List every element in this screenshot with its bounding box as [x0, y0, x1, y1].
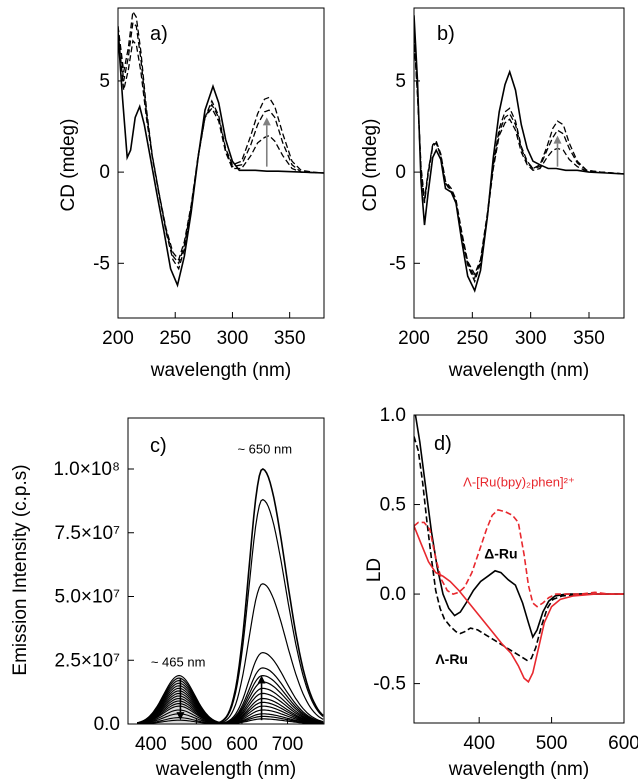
- panel-a-series-layer: [118, 9, 324, 288]
- x-tick-label: 200: [398, 328, 430, 349]
- y-tick-label: 0: [395, 162, 406, 183]
- emission-blue-line-14: [137, 713, 251, 724]
- ld-line-2: [414, 525, 624, 684]
- y-tick-label: 7.5×10⁷: [54, 523, 120, 544]
- cd-dashed-line-2: [414, 35, 624, 280]
- y-tick-label: 5: [395, 71, 406, 92]
- x-tick-label: 200: [102, 328, 134, 349]
- x-tick-label: 400: [463, 733, 495, 754]
- panel-d-xlabel: wavelength (nm): [448, 759, 589, 780]
- y-tick-label: 5.0×10⁷: [54, 587, 120, 608]
- x-tick-label: 600: [226, 734, 258, 755]
- ld-line-0: [414, 415, 624, 639]
- ld-annotation-2: Λ-Ru: [435, 651, 468, 667]
- x-tick-label: 400: [135, 734, 167, 755]
- emission-red-line-4: [215, 667, 324, 724]
- panel-c-xlabel: wavelength (nm): [155, 759, 296, 780]
- y-tick-label: 0.5: [380, 495, 406, 516]
- panel-c-annotation-layer: ~ 650 nm ~ 465 nm: [151, 442, 292, 670]
- panel-d-frame: [413, 414, 625, 724]
- emission-arrow-head-0: [176, 712, 185, 721]
- peak-annotation-0: ~ 650 nm: [237, 442, 292, 457]
- emission-arrow-head-1: [257, 675, 266, 684]
- panel-a-xlabel: wavelength (nm): [150, 360, 291, 381]
- cd-dashed-line-3: [414, 37, 624, 284]
- x-tick-label: 500: [181, 734, 213, 755]
- panel-c-frame: [127, 417, 325, 725]
- panel-a-ylabel: CD (mdeg): [58, 119, 79, 212]
- cd-dashed-line-1: [414, 35, 624, 276]
- panel-d-ylabel: LD: [364, 558, 385, 582]
- y-tick-label: 1.0×10⁸: [53, 459, 120, 480]
- emission-red-line-1: [215, 498, 324, 724]
- emission-red-line-2: [215, 583, 324, 724]
- cd-solid-line: [414, 15, 624, 293]
- ld-line-1: [414, 436, 624, 662]
- y-tick-label: -5: [93, 253, 110, 274]
- cd-dashed-line-2: [118, 21, 324, 265]
- panel-d-annotation-layer: Λ-[Ru(bpy)₂phen]²⁺ Δ-Ru Λ-Ru: [435, 475, 575, 667]
- panel-b-ylabel: CD (mdeg): [360, 119, 381, 212]
- cd-solid-line: [118, 33, 324, 288]
- cd-dashed-line-3: [118, 29, 324, 271]
- panel-b-ticks-layer: 200 250 300 350 -5 0 5: [389, 71, 605, 349]
- panel-d-ticks-layer: 400 500 600 -0.5 0.0 0.5 1.0: [373, 405, 638, 754]
- panel-c-ticks-layer: 400 500 600 700 0.0 2.5×10⁷ 5.0×10⁷ 7.5×10⁷ 1.0×…: [53, 459, 303, 755]
- ld-line-3: [414, 509, 624, 608]
- increase-arrow-head: [262, 117, 271, 126]
- panel-b-chart: 200 250 300 350 -5 0 5 b) wavelength (nm) CD (…: [360, 7, 625, 381]
- x-tick-label: 250: [159, 328, 191, 349]
- y-tick-label: 1.0: [380, 405, 406, 426]
- y-tick-label: 0.0: [94, 714, 120, 735]
- panel-b-series-layer: [414, 15, 624, 293]
- panel-a-chart: 200 250 300 350 -5 0 5 a) wavelength (nm) CD (…: [58, 7, 325, 381]
- x-tick-label: 600: [608, 733, 638, 754]
- panel-a-frame: [117, 7, 325, 319]
- panel-c-chart: 400 500 600 700 0.0 2.5×10⁷ 5.0×10⁷ 7.5×10⁷ 1.0×…: [10, 417, 325, 780]
- panel-d-chart: 400 500 600 -0.5 0.0 0.5 1.0 Λ-[Ru(bpy)₂phen]²…: [364, 405, 638, 780]
- x-tick-label: 350: [573, 328, 605, 349]
- x-tick-label: 500: [536, 733, 568, 754]
- panel-c-ylabel: Emission Intensity (c.p.s): [10, 464, 31, 675]
- ld-annotation-0: Λ-[Ru(bpy)₂phen]²⁺: [463, 475, 575, 490]
- x-tick-label: 700: [272, 734, 304, 755]
- y-tick-label: 5: [99, 71, 110, 92]
- x-tick-label: 300: [515, 328, 547, 349]
- emission-blue-line-15: [137, 717, 251, 724]
- y-tick-label: 0: [99, 162, 110, 183]
- y-tick-label: 0.0: [380, 584, 406, 605]
- x-tick-label: 250: [456, 328, 488, 349]
- y-tick-label: 2.5×10⁷: [54, 650, 120, 671]
- panel-c-label: c): [150, 435, 167, 457]
- y-tick-label: -5: [389, 253, 406, 274]
- panel-d-label: d): [434, 433, 452, 455]
- emission-blue-line-16: [137, 719, 251, 724]
- ld-annotation-1: Δ-Ru: [484, 545, 517, 561]
- emission-red-line-3: [215, 651, 324, 724]
- panel-b-label: b): [437, 23, 455, 45]
- x-tick-label: 350: [274, 328, 306, 349]
- increase-arrow-head: [553, 135, 562, 144]
- panel-b-xlabel: wavelength (nm): [448, 360, 589, 381]
- peak-annotation-1: ~ 465 nm: [151, 655, 206, 670]
- emission-red-line-0: [215, 468, 324, 724]
- panel-c-series-layer: [136, 468, 324, 724]
- panel-b-frame: [413, 7, 625, 319]
- y-tick-label: -0.5: [373, 674, 406, 695]
- panel-a-label: a): [150, 23, 168, 45]
- panel-d-series-layer: [414, 415, 624, 684]
- panel-a-ticks-layer: 200 250 300 350 -5 0 5: [93, 71, 305, 349]
- x-tick-label: 300: [217, 328, 249, 349]
